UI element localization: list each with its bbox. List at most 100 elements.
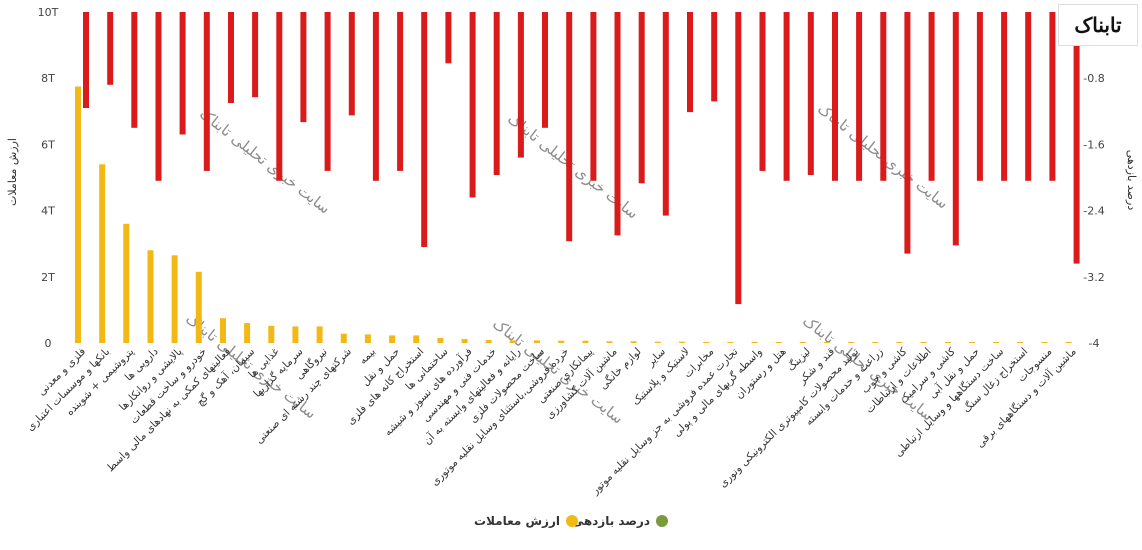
return-bar (662, 12, 669, 216)
return-bar (832, 12, 838, 181)
trade-value-bar (775, 342, 782, 343)
left-tick-label: 4T (41, 205, 55, 218)
return-bar (1025, 12, 1032, 181)
return-bar (904, 12, 911, 254)
trade-value-bar (364, 334, 371, 343)
return-bar (590, 12, 597, 181)
return-bar (952, 12, 959, 246)
trade-value-bar (340, 333, 347, 343)
return-bar (880, 12, 887, 181)
right-tick-label: -2.4 (1083, 205, 1104, 218)
return-bar (711, 12, 718, 102)
left-tick-label: 6T (41, 138, 55, 151)
trade-value-bar (316, 326, 323, 343)
return-bar (300, 12, 307, 123)
return-bar (179, 12, 186, 135)
return-bar (469, 12, 476, 198)
trade-value-bar (824, 342, 830, 343)
return-bar (638, 12, 645, 184)
trade-value-bar (703, 342, 710, 343)
trade-value-bar (679, 341, 685, 343)
trade-value-bar (558, 340, 565, 343)
right-tick-label: -3.2 (1083, 271, 1104, 284)
return-bar (493, 12, 500, 175)
trade-value-bar (944, 342, 951, 343)
left-axis-ticks: 0 2T 4T 6T 8T 10T (38, 6, 59, 350)
return-bar (276, 12, 283, 181)
return-bar (131, 12, 138, 128)
return-bar (783, 12, 790, 181)
return-bar (203, 12, 210, 171)
trade-value-bar (751, 342, 758, 343)
left-tick-label: 2T (41, 271, 55, 284)
return-bar (228, 12, 234, 103)
return-bar (1049, 12, 1056, 181)
right-axis-title: درصد بازدهی (1125, 150, 1138, 211)
legend: درصد بازدهی ارزش معاملات (474, 514, 668, 528)
brand-logo: تابناک (1058, 4, 1138, 46)
trade-value-bar (123, 223, 130, 343)
trade-value-bar (920, 342, 927, 343)
trade-value-bar (195, 271, 202, 343)
trade-value-bar (1065, 342, 1072, 343)
return-bar (976, 12, 983, 181)
return-bar (807, 12, 814, 175)
trade-value-bar (509, 340, 516, 343)
right-tick-label: -0.8 (1083, 72, 1104, 85)
trade-value-bar (630, 341, 637, 343)
trade-value-bar (1041, 342, 1048, 343)
return-bar (83, 12, 89, 108)
right-tick-label: -4 (1089, 337, 1100, 350)
legend-marker (566, 515, 578, 527)
left-tick-label: 0 (45, 337, 52, 350)
legend-marker (656, 515, 668, 527)
trade-value-bar (848, 342, 855, 343)
trade-value-bar (534, 340, 540, 343)
trade-value-bar (171, 255, 178, 343)
watermark: سایت خبری تحلیلی تابناک (196, 105, 334, 218)
trade-value-bar (606, 341, 613, 343)
trade-value-bar (244, 323, 251, 343)
trade-value-bar (727, 342, 734, 343)
return-bar (687, 12, 693, 113)
watermark: سایت خبری تحلیلی تابناک (504, 110, 642, 223)
trade-value-bar (268, 325, 275, 343)
return-bar (421, 12, 428, 247)
return-bar (445, 12, 452, 64)
right-axis-ticks: 0-0.8-1.6-2.4-3.2-4 (1083, 6, 1104, 350)
legend-label: درصد بازدهی (572, 514, 650, 528)
trade-value-bar (993, 342, 1000, 343)
trade-value-bar (1017, 342, 1024, 343)
return-bar (856, 12, 863, 181)
trade-value-bar (872, 342, 879, 343)
trade-value-bar (582, 340, 589, 343)
trade-value-bar (485, 340, 492, 343)
return-bar (542, 12, 548, 128)
trade-value-bar (461, 339, 468, 343)
trade-value-bar (968, 342, 975, 343)
trade-value-bar (799, 342, 806, 343)
return-bar (1073, 12, 1080, 264)
return-bar (614, 12, 621, 236)
left-tick-label: 8T (41, 72, 55, 85)
return-bar (759, 12, 766, 171)
trade-value-bar (389, 335, 396, 343)
return-bar (348, 12, 355, 116)
logo-text: تابناک (1074, 13, 1122, 37)
return-bar (566, 12, 573, 242)
series-trade-value (75, 86, 1072, 343)
legend-label: ارزش معاملات (474, 514, 560, 528)
trade-value-bar (75, 86, 81, 343)
trade-value-bar (654, 341, 661, 343)
return-bar (372, 12, 379, 181)
trade-value-bar (220, 318, 226, 343)
right-tick-label: -1.6 (1083, 138, 1104, 151)
return-bar (324, 12, 331, 171)
trade-value-bar (437, 338, 444, 343)
left-tick-label: 10T (38, 6, 59, 19)
return-bar (397, 12, 404, 171)
return-bar (155, 12, 162, 181)
return-bar (928, 12, 935, 181)
